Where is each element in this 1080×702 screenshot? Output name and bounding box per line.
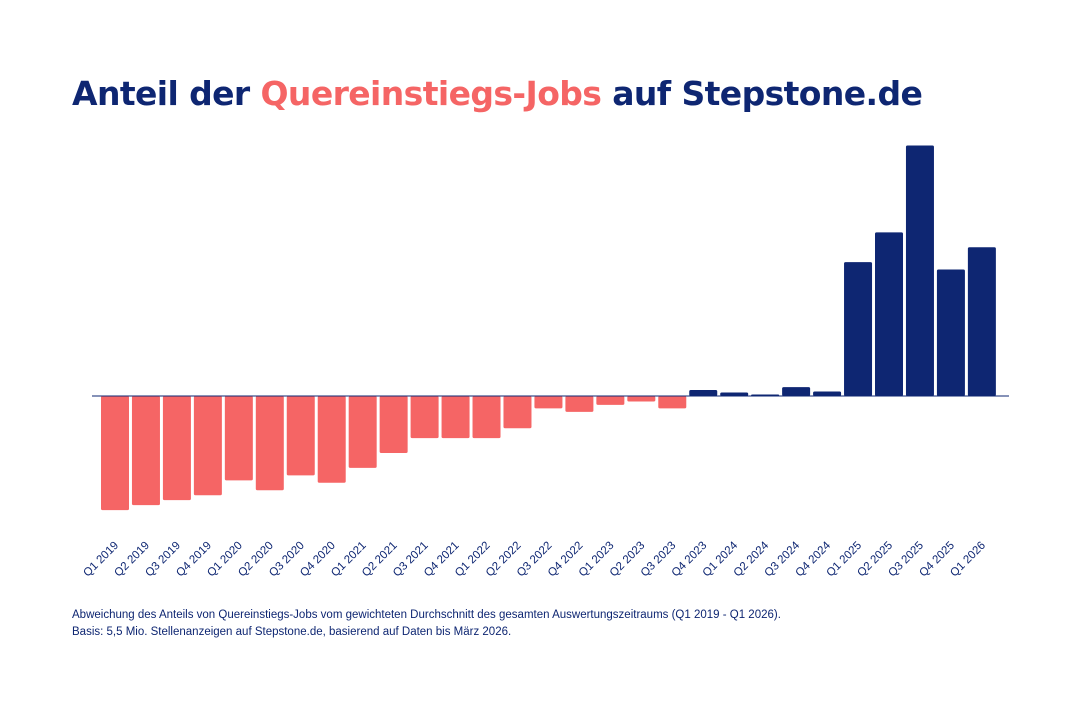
bar-q4-2019 <box>193 396 222 496</box>
bar-q1-2019 <box>101 396 129 511</box>
bar-q3-2019 <box>162 396 191 501</box>
chart-title: Anteil der Quereinstiegs-Jobs auf Stepst… <box>72 74 923 113</box>
bar-q3-2024 <box>782 387 811 396</box>
title-part2: auf Stepstone.de <box>601 74 923 113</box>
title-highlight: Quereinstiegs-Jobs <box>260 74 602 113</box>
bar-q1-2026 <box>967 247 996 396</box>
bar-q2-2021 <box>379 396 408 454</box>
bar-q3-2021 <box>410 396 439 439</box>
bar-q2-2020 <box>255 396 284 491</box>
bar-q1-2023 <box>596 396 625 405</box>
bar-q4-2025 <box>936 269 965 396</box>
bar-q4-2020 <box>317 396 346 483</box>
bar-q1-2020 <box>224 396 253 481</box>
bar-q3-2022 <box>534 396 563 409</box>
bar-q3-2020 <box>286 396 315 476</box>
bar-q1-2022 <box>472 396 501 439</box>
bars-group <box>101 145 996 511</box>
bar-q1-2025 <box>844 262 873 396</box>
bar-q4-2022 <box>565 396 594 412</box>
bar-q2-2023 <box>627 396 656 402</box>
bar-q4-2023 <box>689 390 718 396</box>
bar-q2-2022 <box>503 396 532 429</box>
bar-q4-2024 <box>813 391 842 396</box>
bar-q3-2023 <box>658 396 687 409</box>
footnote-method: Abweichung des Anteils von Quereinstiegs… <box>72 609 781 621</box>
bar-q1-2021 <box>348 396 377 468</box>
bar-q3-2025 <box>905 145 934 396</box>
bar-q1-2024 <box>720 392 749 396</box>
footnote-basis: Basis: 5,5 Mio. Stellenanzeigen auf Step… <box>72 626 512 638</box>
bar-q2-2025 <box>875 232 903 396</box>
bar-q2-2019 <box>131 396 160 506</box>
title-part1: Anteil der <box>72 74 261 113</box>
bar-q4-2021 <box>441 396 470 439</box>
